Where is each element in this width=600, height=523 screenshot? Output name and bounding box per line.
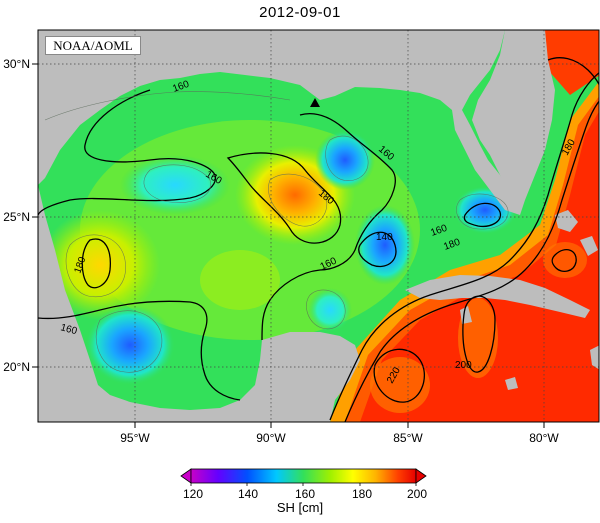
map-title: 2012-09-01 <box>259 4 341 21</box>
colorbar-tick-label: 180 <box>352 487 372 501</box>
colorbar-unit-label: SH [cm] <box>276 500 324 515</box>
contour-lines <box>38 57 599 422</box>
colorbar-tick-label: 140 <box>238 487 258 501</box>
contour-label: 160 <box>59 322 78 337</box>
colorbar: 120 140 160 180 200 <box>180 468 427 501</box>
y-tick-label: 20°N <box>3 360 30 374</box>
graticule <box>38 30 599 422</box>
station-marker-icon <box>310 98 320 107</box>
caribbean-warm-core <box>360 111 599 422</box>
contour-label: 200 <box>455 360 472 371</box>
map-frame <box>37 29 600 423</box>
credit-label: NOAA/AOML <box>45 36 141 55</box>
contour-label: 140 <box>376 232 393 243</box>
x-tick-label: 90°W <box>256 431 286 445</box>
x-tick-label: 85°W <box>393 431 423 445</box>
colorbar-max-arrow <box>415 468 427 484</box>
cold-eddy-central <box>355 205 415 285</box>
cold-eddy-north <box>315 130 375 190</box>
land-florida <box>472 30 555 215</box>
colorbar-gradient <box>190 468 417 484</box>
colorbar-tick-label: 160 <box>295 487 315 501</box>
land-mexico <box>38 185 360 422</box>
y-tick-label: 25°N <box>3 210 30 224</box>
colorbar-min-arrow <box>180 468 192 484</box>
x-tick-label: 80°W <box>529 431 559 445</box>
x-tick-label: 95°W <box>120 431 150 445</box>
western-warm-eddy <box>40 210 160 320</box>
cyan-eddy-south <box>308 288 352 332</box>
land-united-states <box>38 30 520 215</box>
y-tick-label: 30°N <box>3 57 30 71</box>
colorbar-tick-label: 200 <box>407 487 427 501</box>
colorbar-tick-label: 120 <box>183 487 203 501</box>
axis-ticks <box>32 63 545 428</box>
